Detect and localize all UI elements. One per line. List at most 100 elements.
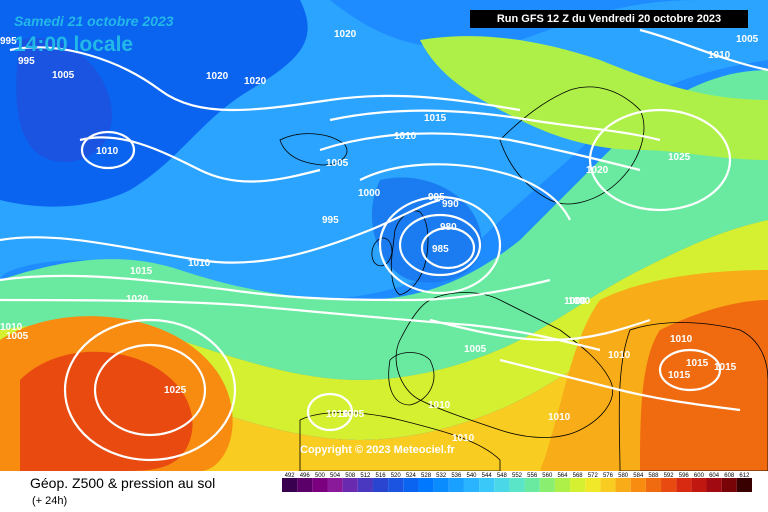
isobar-1025-russia	[588, 108, 732, 212]
color-scale-label: 592	[663, 473, 674, 479]
color-scale-swatch	[418, 478, 434, 492]
color-scale-swatch	[691, 478, 707, 492]
copyright: Copyright © 2023 Meteociel.fr	[300, 444, 455, 456]
color-scale-swatch	[676, 478, 692, 492]
color-scale-label: 504	[330, 473, 341, 479]
isobar-label: 985	[432, 244, 449, 255]
isobar-label: 1020	[586, 165, 609, 176]
isobar-label: 1005	[6, 331, 29, 342]
isobar-1010-west	[79, 136, 321, 183]
isobar-1020-north	[9, 46, 521, 112]
coast-north-africa	[299, 412, 501, 471]
color-scale-swatch	[721, 478, 737, 492]
color-scale-swatch	[448, 478, 464, 492]
weather-map: 1020 1020 1020 995 995 1005 1005 1000 10…	[0, 0, 768, 471]
color-scale-label: 520	[390, 473, 401, 479]
color-scale-label: 528	[421, 473, 432, 479]
coast-scandinavia	[499, 86, 645, 205]
z500-band-red-atlantic	[20, 351, 193, 471]
isobar-label: 1015	[686, 358, 709, 369]
isobar-label: 1005	[464, 344, 487, 355]
color-scale-swatch	[327, 478, 343, 492]
isobar-label: 1010	[188, 258, 211, 269]
color-scale-label: 600	[693, 473, 704, 479]
isobar-1025-atlantic	[93, 343, 207, 437]
isobar-label: 1015	[668, 370, 691, 381]
isobar-label: 980	[440, 222, 457, 233]
color-scale-swatch	[463, 478, 480, 492]
isobar-1010-mid	[0, 198, 441, 264]
isobar-1010-ring	[80, 130, 136, 170]
isobar-label: 995	[18, 56, 35, 67]
isobar-label: 995	[322, 215, 339, 226]
color-scale-label: 580	[618, 473, 629, 479]
color-scale-label: 568	[572, 473, 583, 479]
color-scale-swatch	[645, 478, 662, 492]
isobar-1000	[359, 163, 571, 221]
forecast-time: 14:00 locale	[14, 33, 134, 56]
color-scale-label: 532	[436, 473, 447, 479]
color-scale-label: 576	[602, 473, 613, 479]
isobar-label: 1000	[358, 188, 381, 199]
isobar-990	[398, 213, 482, 277]
color-scale-swatch	[661, 478, 677, 492]
color-scale-swatch	[539, 478, 555, 492]
color-scale-swatch	[342, 478, 358, 492]
isobar-label: 1010	[96, 146, 119, 157]
color-scale-label: 608	[724, 473, 735, 479]
isobar-labels: 1020 1020 1020 995 995 1005 1005 1000 10…	[0, 29, 759, 444]
color-scale-label: 500	[314, 473, 325, 479]
color-scale-label: 524	[405, 473, 416, 479]
isobar-label: 1010	[452, 433, 475, 444]
color-scale-label: 508	[345, 473, 356, 479]
coast-iceland	[279, 133, 348, 166]
color-scale-label: 588	[648, 473, 659, 479]
color-scale-label: 564	[557, 473, 568, 479]
color-scale-label: 556	[527, 473, 538, 479]
z500-band-lime-north	[420, 36, 768, 160]
color-scale-swatch	[585, 478, 601, 492]
z500-band-red-east	[640, 300, 768, 471]
color-scale-swatch	[630, 478, 646, 492]
color-scale-swatch	[433, 478, 449, 492]
isobar-label: 1005	[736, 34, 759, 45]
isobar-label: 1025	[668, 152, 691, 163]
color-scale-swatch	[403, 478, 419, 492]
forecast-date: Samedi 21 octobre 2023	[14, 13, 174, 29]
isobar-label: 1020	[206, 71, 229, 82]
isobar-1010-europe	[499, 358, 741, 412]
color-scale-swatch	[570, 478, 586, 492]
color-scale-swatch	[297, 478, 313, 492]
color-scale-labels: 492 496 500 504 508 512 516 520 524 528 532 536 540 5…	[282, 473, 752, 483]
isobar-995	[378, 195, 502, 295]
isobar-label: 1005	[342, 409, 365, 420]
color-scale-label: 512	[360, 473, 371, 479]
color-scale-label: 516	[375, 473, 386, 479]
low-core-britain	[371, 177, 482, 283]
color-scale-swatch	[600, 478, 616, 492]
color-scale-label: 540	[466, 473, 477, 479]
map-footer: Géop. Z500 & pression au sol (+ 24h) 492…	[0, 471, 768, 512]
color-scale-swatch	[615, 478, 631, 492]
color-scale-label: 584	[633, 473, 644, 479]
color-scale-swatch	[479, 478, 495, 492]
isobar-label: 1010	[708, 50, 731, 61]
isobar-label: 1015	[714, 362, 737, 373]
color-scale-swatch	[357, 478, 373, 492]
isobar-label: 1005	[326, 158, 349, 169]
isobar-1015-east	[658, 348, 722, 392]
isobar-1005-europe	[429, 318, 651, 342]
color-scale-label: 604	[709, 473, 720, 479]
color-scale-swatch	[372, 478, 389, 492]
isobar-label: 1010	[548, 412, 571, 423]
isobar-label: 1010	[0, 322, 23, 333]
isobar-label: 995	[428, 192, 445, 203]
isobar-1020-south	[0, 298, 601, 352]
coast-western-europe	[395, 292, 613, 438]
color-scale	[282, 478, 752, 492]
isobar-1005-morocco	[306, 392, 354, 432]
isobar-1010-north	[329, 109, 661, 142]
coast-iberia	[388, 352, 435, 406]
color-scale-label: 560	[542, 473, 553, 479]
isobar-label: 1010	[394, 131, 417, 142]
